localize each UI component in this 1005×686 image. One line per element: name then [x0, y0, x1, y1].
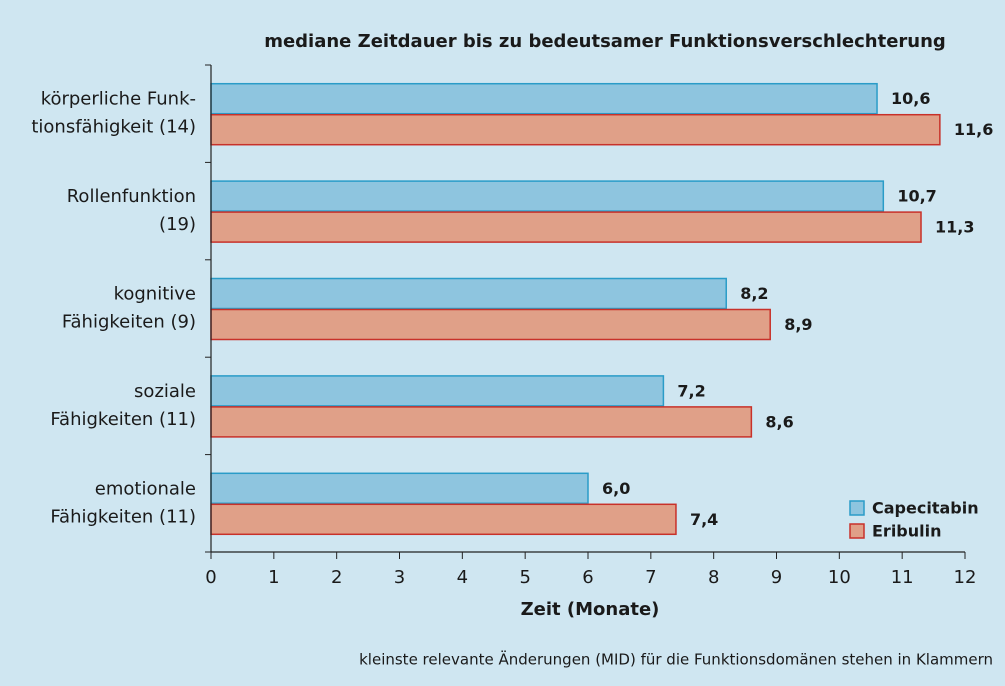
x-tick-label: 0	[205, 567, 216, 588]
chart-title: mediane Zeitdauer bis zu bedeutsamer Fun…	[264, 31, 946, 52]
x-tick-label: 9	[771, 567, 782, 588]
legend-label: Eribulin	[872, 522, 942, 541]
y-tick-label: Fähigkeiten (11)	[50, 506, 196, 527]
x-tick-label: 5	[519, 567, 530, 588]
bar	[210, 308, 771, 341]
y-tick-label: kognitive	[114, 284, 196, 305]
y-tick-label: Fähigkeiten (9)	[62, 312, 196, 333]
value-label: 10,7	[897, 187, 936, 206]
bar	[210, 82, 878, 115]
y-tick-label: körperliche Funk-	[41, 89, 196, 110]
footnote: kleinste relevante Änderungen (MID) für …	[359, 650, 993, 669]
value-label: 7,2	[677, 381, 705, 400]
x-tick-label: 12	[954, 567, 977, 588]
legend-swatch	[849, 523, 865, 539]
value-label: 7,4	[690, 510, 718, 529]
value-label: 10,6	[891, 89, 930, 108]
x-tick-label: 7	[645, 567, 656, 588]
bar	[210, 113, 941, 146]
x-tick-label: 10	[828, 567, 851, 588]
y-tick-label: soziale	[134, 381, 196, 402]
x-tick-label: 3	[394, 567, 405, 588]
y-tick-label: tionsfähigkeit (14)	[31, 117, 196, 138]
x-tick-label: 4	[457, 567, 468, 588]
y-tick-label: Fähigkeiten (11)	[50, 409, 196, 430]
x-tick-label: 1	[268, 567, 279, 588]
value-label: 6,0	[602, 479, 630, 498]
legend-label: Capecitabin	[872, 499, 979, 518]
bar	[210, 277, 727, 310]
bar	[210, 180, 885, 212]
y-tick-label: emotionale	[95, 478, 196, 499]
bar	[210, 375, 665, 407]
bar	[210, 406, 753, 438]
x-axis-label: Zeit (Monate)	[521, 599, 660, 620]
x-tick-label: 2	[331, 567, 342, 588]
value-label: 8,6	[765, 412, 793, 431]
bar	[210, 211, 922, 243]
bar	[210, 472, 589, 505]
value-label: 11,3	[935, 218, 974, 237]
x-tick-label: 6	[582, 567, 593, 588]
bar	[210, 503, 677, 536]
y-tick-label: (19)	[159, 214, 196, 235]
value-label: 11,6	[954, 120, 993, 139]
x-tick-label: 8	[708, 567, 719, 588]
value-label: 8,2	[740, 284, 768, 303]
y-tick-label: Rollenfunktion	[67, 186, 196, 207]
value-label: 8,9	[784, 315, 812, 334]
legend-swatch	[849, 500, 865, 516]
x-tick-label: 11	[891, 567, 914, 588]
